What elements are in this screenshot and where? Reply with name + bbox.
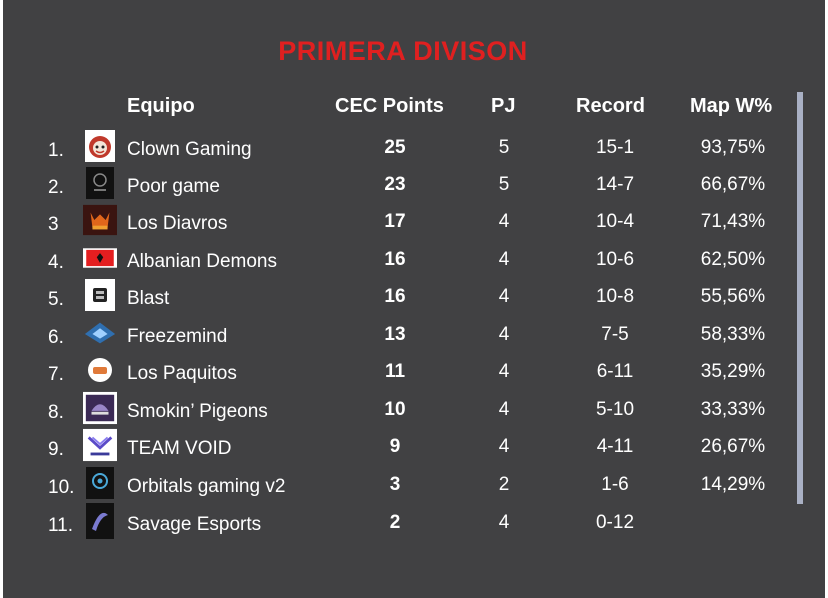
table-row: 11. Savage Esports 2 4 0-12 <box>3 503 825 546</box>
points-cell: 2 <box>389 512 401 533</box>
map-win-cell: 55,56% <box>700 286 766 307</box>
header-points: CEC Points <box>335 95 444 117</box>
header-map-win: Map W% <box>690 95 773 117</box>
table-row: 2. Poor game 23 5 14-7 66,67% <box>3 167 825 208</box>
map-win-cell: 26,67% <box>700 436 766 457</box>
table-row: 5. Blast 16 4 10-8 55,56% <box>3 279 825 320</box>
points-cell: 16 <box>384 286 406 307</box>
table-row: 9. TEAM VOID 9 4 4-11 26,67% <box>3 428 825 470</box>
team-name-cell: Orbitals gaming v2 <box>127 476 286 497</box>
points-cell: 16 <box>384 249 406 270</box>
team-name-cell: Clown Gaming <box>127 139 252 160</box>
team-name-cell: Blast <box>127 288 170 309</box>
record-cell: 6-11 <box>596 361 634 382</box>
table-row: 1. Clown Gaming 25 5 15-1 93,75% <box>3 130 825 171</box>
points-cell: 3 <box>389 474 401 495</box>
map-win-cell: 66,67% <box>700 174 766 195</box>
rank-cell: 2. <box>48 177 64 198</box>
record-cell: 10-4 <box>595 211 635 232</box>
played-cell: 4 <box>498 211 510 232</box>
diavros-logo-icon <box>83 203 117 237</box>
savage-logo-icon <box>83 503 117 539</box>
points-cell: 23 <box>384 174 406 195</box>
poor-game-logo-icon <box>83 166 117 200</box>
played-cell: 4 <box>498 286 510 307</box>
rank-cell: 11. <box>48 515 74 536</box>
team-name-cell: Los Diavros <box>127 213 228 234</box>
scrollbar[interactable] <box>797 92 803 504</box>
record-cell: 0-12 <box>595 512 635 533</box>
played-cell: 5 <box>498 137 510 158</box>
map-win-cell: 35,29% <box>700 361 766 382</box>
rank-cell: 6. <box>48 327 64 348</box>
map-win-cell: 14,29% <box>700 474 766 495</box>
team-name-cell: TEAM VOID <box>127 438 232 459</box>
orbitals-logo-icon <box>83 466 117 500</box>
paquitos-logo-icon <box>83 353 117 387</box>
record-cell: 4-11 <box>596 436 634 457</box>
points-cell: 11 <box>384 361 406 382</box>
record-cell: 5-10 <box>595 399 635 420</box>
rank-cell: 1. <box>48 140 64 161</box>
header-played: PJ <box>491 95 516 117</box>
clown-logo-icon <box>83 129 117 163</box>
points-cell: 13 <box>384 324 406 345</box>
record-cell: 10-6 <box>595 249 635 270</box>
map-win-cell: 62,50% <box>700 249 766 270</box>
record-cell: 10-8 <box>595 286 635 307</box>
points-cell: 10 <box>384 399 406 420</box>
table-row: 8. Smokin’ Pigeons 10 4 5-10 33,33% <box>3 391 825 433</box>
played-cell: 4 <box>498 512 510 533</box>
map-win-cell: 93,75% <box>700 137 766 158</box>
points-cell: 17 <box>384 211 406 232</box>
team-name-cell: Smokin’ Pigeons <box>127 401 268 422</box>
played-cell: 2 <box>498 474 510 495</box>
header-record: Record <box>576 95 645 117</box>
table-row: 6. Freezemind 13 4 7-5 58,33% <box>3 321 825 358</box>
played-cell: 5 <box>498 174 510 195</box>
record-cell: 14-7 <box>595 174 635 195</box>
points-cell: 25 <box>384 137 406 158</box>
record-cell: 7-5 <box>601 324 629 345</box>
played-cell: 4 <box>498 249 510 270</box>
team-name-cell: Los Paquitos <box>127 363 237 384</box>
pigeons-logo-icon <box>83 391 117 425</box>
played-cell: 4 <box>498 361 510 382</box>
table-row: 3 Los Diavros 17 4 10-4 71,43% <box>3 204 825 245</box>
rank-cell: 9. <box>48 439 64 460</box>
page-title: PRIMERA DIVISON <box>278 36 528 66</box>
rank-cell: 10. <box>48 477 75 498</box>
played-cell: 4 <box>498 399 510 420</box>
table-row: 10. Orbitals gaming v2 3 2 1-6 14,29% <box>3 467 825 508</box>
header-team: Equipo <box>127 95 195 117</box>
freezemind-logo-icon <box>83 316 117 350</box>
played-cell: 4 <box>498 436 510 457</box>
record-cell: 1-6 <box>601 474 629 495</box>
team-name-cell: Poor game <box>127 176 220 197</box>
albanian-flag-logo-icon <box>83 241 117 275</box>
blast-logo-icon <box>83 278 117 312</box>
rank-cell: 4. <box>48 252 64 273</box>
standings-panel: PRIMERA DIVISON Equipo CEC Points PJ Rec… <box>3 0 825 598</box>
team-void-logo-icon <box>83 428 117 462</box>
map-win-cell: 33,33% <box>700 399 766 420</box>
rank-cell: 5. <box>48 289 64 310</box>
played-cell: 4 <box>498 324 510 345</box>
map-win-cell: 58,33% <box>700 324 766 345</box>
team-name-cell: Freezemind <box>127 326 228 347</box>
team-name-cell: Albanian Demons <box>127 251 277 272</box>
points-cell: 9 <box>389 436 401 457</box>
table-row: 7. Los Paquitos 11 4 6-11 35,29% <box>3 358 825 395</box>
rank-cell: 8. <box>48 402 64 423</box>
team-name-cell: Savage Esports <box>127 514 262 535</box>
table-row: 4. Albanian Demons 16 4 10-6 62,50% <box>3 246 825 283</box>
record-cell: 15-1 <box>595 137 635 158</box>
map-win-cell: 71,43% <box>700 211 766 232</box>
rank-cell: 3 <box>48 214 59 235</box>
rank-cell: 7. <box>48 364 64 385</box>
